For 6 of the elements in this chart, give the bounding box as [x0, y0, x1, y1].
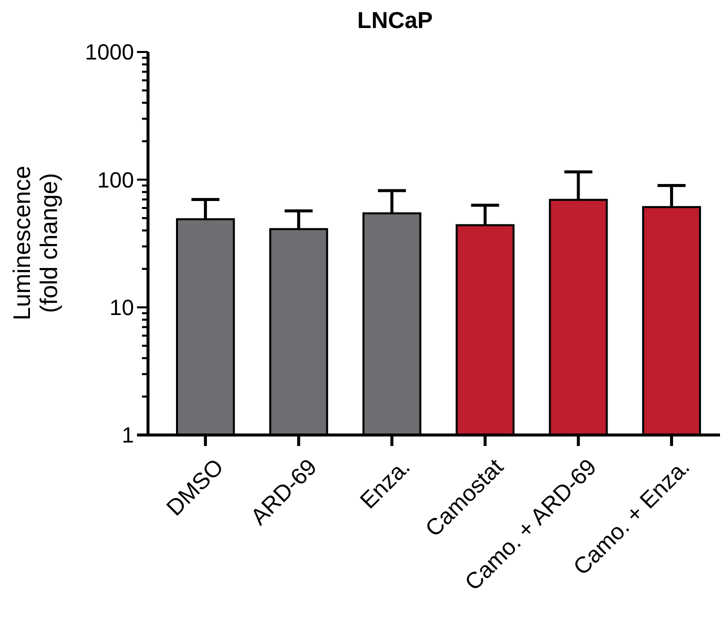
y-axis-title: Luminescence (fold change): [9, 166, 63, 320]
y-tick-label: 10: [110, 295, 134, 320]
y-tick-label: 1: [122, 422, 134, 448]
y-tick-label: 100: [97, 167, 134, 192]
y-tick-label: 1000: [85, 40, 134, 65]
chart-title: LNCaP: [357, 7, 433, 33]
